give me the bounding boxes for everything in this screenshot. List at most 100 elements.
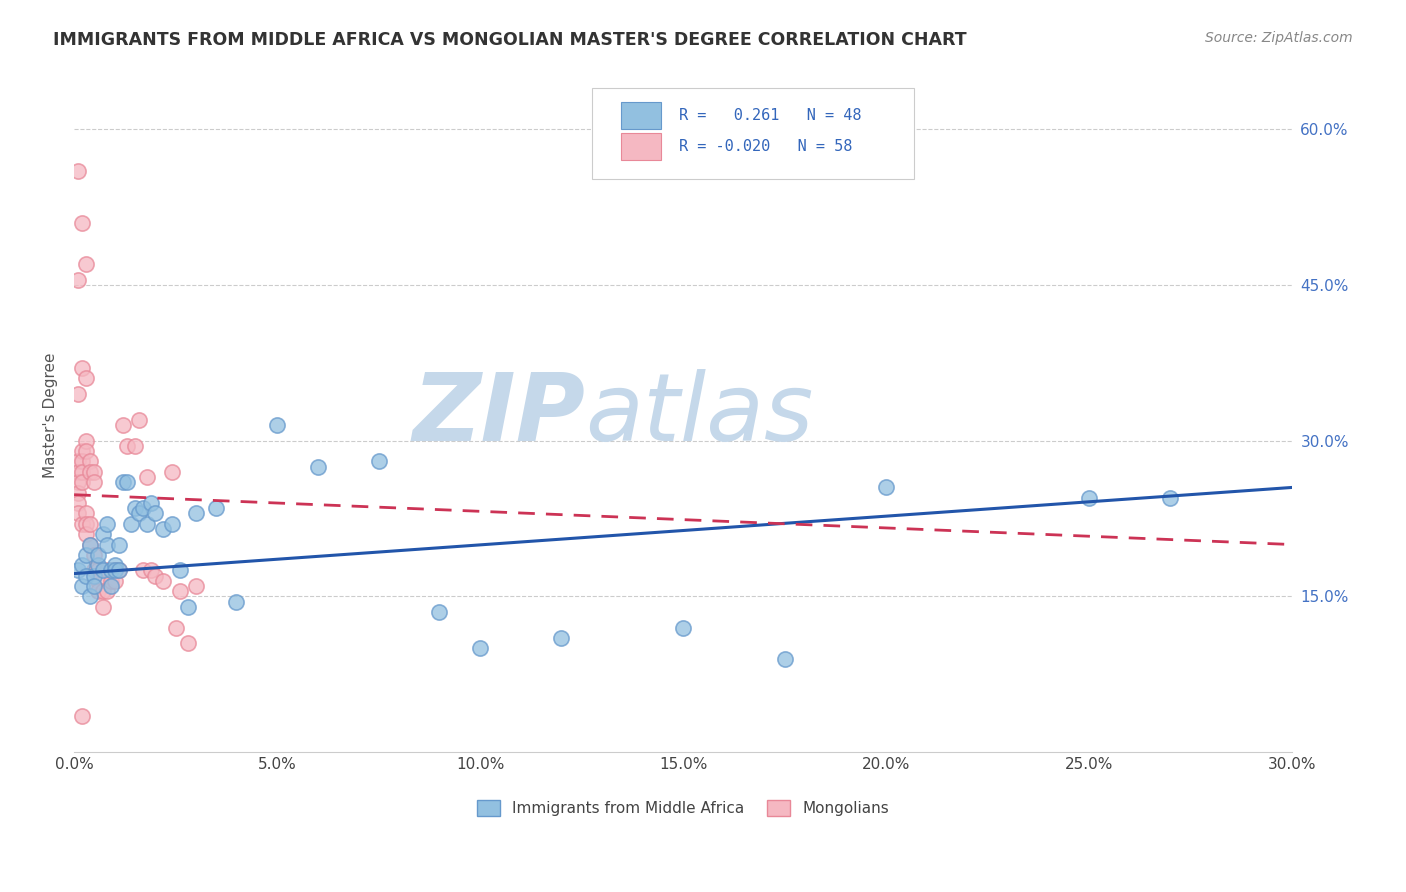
Point bbox=[70, 579, 93, 593]
Point bbox=[75, 516, 97, 531]
Point bbox=[67, 496, 90, 510]
Point bbox=[177, 599, 200, 614]
Point bbox=[79, 537, 101, 551]
Point bbox=[205, 501, 228, 516]
Point bbox=[165, 621, 187, 635]
Point bbox=[70, 558, 93, 573]
Point bbox=[100, 579, 122, 593]
Point bbox=[70, 444, 93, 458]
Y-axis label: Master's Degree: Master's Degree bbox=[44, 352, 58, 477]
Point bbox=[87, 584, 110, 599]
Point bbox=[875, 480, 897, 494]
Point bbox=[128, 507, 150, 521]
Point bbox=[67, 485, 90, 500]
Point bbox=[169, 584, 191, 599]
Point bbox=[67, 164, 90, 178]
Legend: Immigrants from Middle Africa, Mongolians: Immigrants from Middle Africa, Mongolian… bbox=[471, 794, 896, 822]
Point bbox=[70, 708, 93, 723]
Point bbox=[266, 418, 288, 433]
Point bbox=[132, 501, 155, 516]
Point bbox=[107, 537, 129, 551]
Point bbox=[100, 564, 122, 578]
Point bbox=[96, 584, 118, 599]
Point bbox=[79, 516, 101, 531]
Point bbox=[111, 418, 134, 433]
Point bbox=[87, 548, 110, 562]
Point bbox=[67, 475, 90, 490]
Point bbox=[83, 568, 105, 582]
Point bbox=[773, 651, 796, 665]
Point bbox=[429, 605, 451, 619]
Point bbox=[75, 568, 97, 582]
Point bbox=[87, 564, 110, 578]
Point bbox=[143, 507, 166, 521]
Text: IMMIGRANTS FROM MIDDLE AFRICA VS MONGOLIAN MASTER'S DEGREE CORRELATION CHART: IMMIGRANTS FROM MIDDLE AFRICA VS MONGOLI… bbox=[53, 31, 967, 49]
Point bbox=[107, 564, 129, 578]
Text: ZIP: ZIP bbox=[413, 368, 586, 461]
Point bbox=[83, 465, 105, 479]
Point bbox=[367, 454, 389, 468]
Point bbox=[75, 507, 97, 521]
FancyBboxPatch shape bbox=[621, 134, 661, 161]
Point bbox=[67, 387, 90, 401]
Point bbox=[83, 475, 105, 490]
Point bbox=[225, 594, 247, 608]
Point bbox=[141, 496, 163, 510]
Point bbox=[70, 516, 93, 531]
Point bbox=[120, 516, 142, 531]
Point bbox=[550, 631, 572, 645]
Point bbox=[96, 537, 118, 551]
Text: R =   0.261   N = 48: R = 0.261 N = 48 bbox=[679, 109, 862, 123]
Point bbox=[79, 537, 101, 551]
Point bbox=[70, 465, 93, 479]
Point bbox=[96, 516, 118, 531]
Point bbox=[1078, 491, 1101, 505]
Text: Source: ZipAtlas.com: Source: ZipAtlas.com bbox=[1205, 31, 1353, 45]
Point bbox=[307, 459, 329, 474]
Point bbox=[136, 516, 159, 531]
Point bbox=[67, 454, 90, 468]
Point bbox=[83, 564, 105, 578]
Point bbox=[75, 371, 97, 385]
Point bbox=[96, 564, 118, 578]
Point bbox=[67, 273, 90, 287]
Point bbox=[91, 564, 114, 578]
Point bbox=[152, 522, 174, 536]
FancyBboxPatch shape bbox=[592, 87, 914, 178]
Point bbox=[152, 574, 174, 588]
Point bbox=[100, 574, 122, 588]
Point bbox=[115, 475, 138, 490]
Point bbox=[75, 548, 97, 562]
Point bbox=[104, 564, 127, 578]
Point bbox=[75, 434, 97, 448]
Point bbox=[67, 507, 90, 521]
Point bbox=[70, 475, 93, 490]
Text: R = -0.020   N = 58: R = -0.020 N = 58 bbox=[679, 139, 853, 154]
Point bbox=[83, 579, 105, 593]
Point bbox=[87, 558, 110, 573]
Point bbox=[124, 439, 146, 453]
Point bbox=[169, 564, 191, 578]
Point bbox=[70, 454, 93, 468]
Point bbox=[141, 564, 163, 578]
Point bbox=[87, 574, 110, 588]
Point bbox=[1159, 491, 1181, 505]
Point bbox=[128, 413, 150, 427]
Point bbox=[132, 564, 155, 578]
Point bbox=[115, 439, 138, 453]
Point bbox=[111, 475, 134, 490]
Point bbox=[143, 568, 166, 582]
Point bbox=[184, 579, 207, 593]
Point bbox=[136, 470, 159, 484]
Point bbox=[79, 465, 101, 479]
Point bbox=[75, 527, 97, 541]
Point bbox=[67, 465, 90, 479]
Point bbox=[91, 584, 114, 599]
Point bbox=[124, 501, 146, 516]
Point bbox=[79, 454, 101, 468]
Point bbox=[91, 527, 114, 541]
Point bbox=[104, 574, 127, 588]
Text: atlas: atlas bbox=[586, 369, 814, 460]
Point bbox=[75, 257, 97, 271]
Point bbox=[70, 361, 93, 376]
